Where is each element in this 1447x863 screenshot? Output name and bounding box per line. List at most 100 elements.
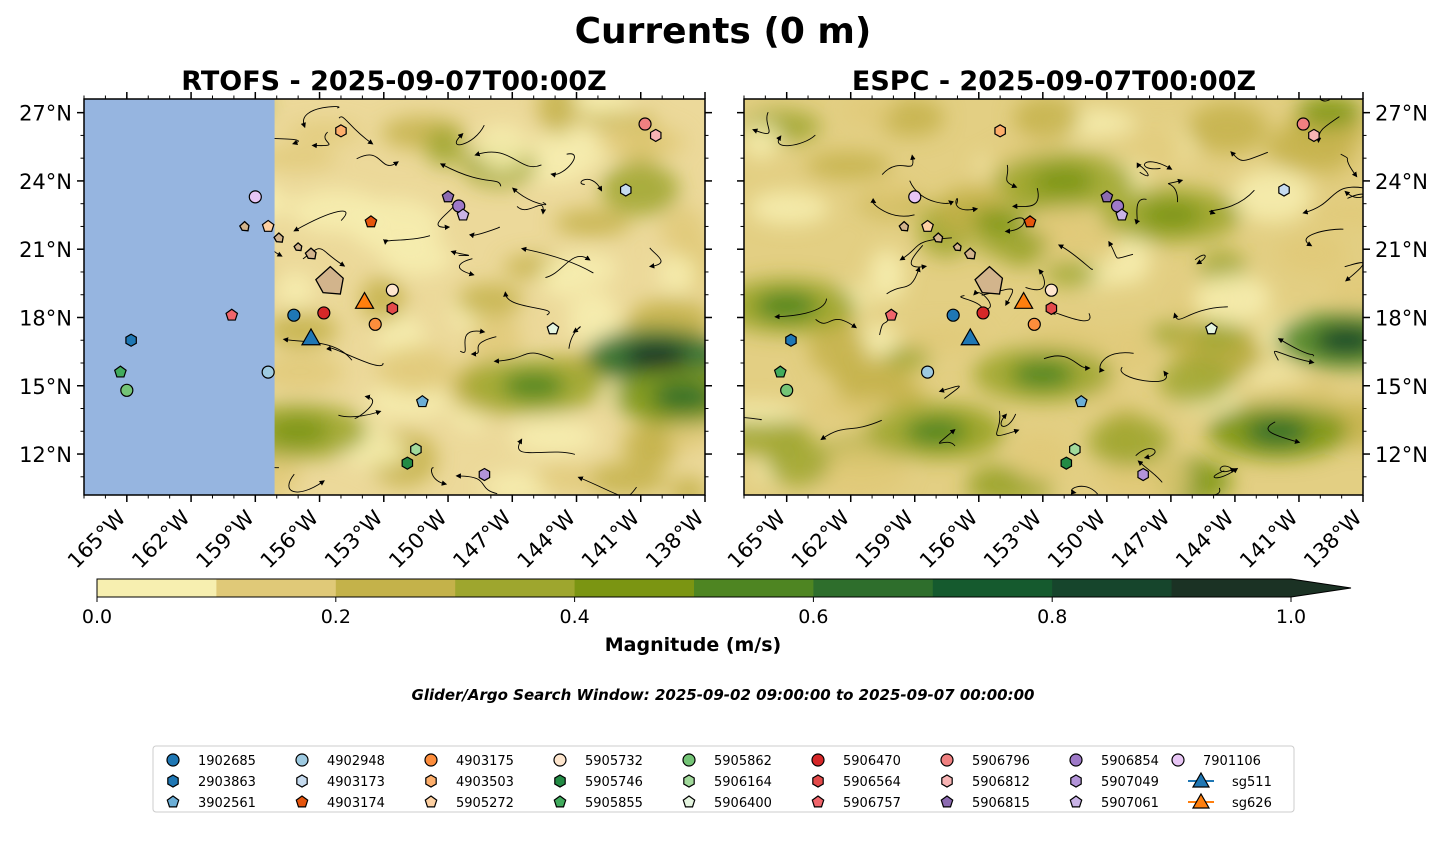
y-tick-label: 15°N	[1375, 375, 1428, 399]
legend-item: 5905732	[553, 753, 643, 769]
legend-item: 1902685	[166, 753, 256, 769]
rtofs-streamline	[470, 336, 497, 357]
marker-5905862	[780, 383, 794, 397]
legend-item: 5906815	[940, 795, 1030, 811]
x-tick-label: 165°W	[723, 505, 791, 573]
espc-field-patch	[1106, 325, 1150, 347]
marker-5905855	[113, 365, 127, 378]
rtofs-streamline	[293, 210, 347, 232]
rtofs-field-patch	[537, 99, 578, 135]
rtofs-streamline	[459, 328, 486, 353]
espc-streamline	[820, 419, 882, 441]
espc-streamline	[909, 180, 955, 206]
espc-field-patch	[744, 402, 800, 423]
x-tick-label: 138°W	[1299, 505, 1367, 573]
marker-sg626	[354, 291, 375, 309]
espc-streamline	[1267, 421, 1301, 444]
island-shape	[932, 232, 944, 243]
colorbar-segment	[574, 579, 695, 597]
rtofs-streamline	[288, 473, 325, 493]
colorbar-segment	[97, 579, 217, 597]
marker-2903863	[785, 333, 797, 347]
legend-marker	[1070, 774, 1082, 788]
marker-5905272	[261, 219, 275, 232]
search-window-caption: Glider/Argo Search Window: 2025-09-02 09…	[412, 686, 1035, 704]
colorbar-segment	[216, 579, 337, 597]
legend-label: 5906564	[843, 775, 901, 790]
rtofs-streamline	[338, 116, 374, 145]
espc-field-patch	[1193, 274, 1272, 325]
espc-current-core	[1245, 417, 1310, 446]
espc-field-patch	[1304, 202, 1363, 225]
legend-label: 7901106	[1203, 754, 1261, 769]
legend-item: 5905272	[424, 795, 514, 811]
espc-streamline	[1025, 268, 1045, 291]
legend-item: 5905746	[554, 774, 643, 790]
island-shape	[293, 242, 303, 252]
rtofs-current-core	[651, 383, 705, 412]
legend-item: 7901106	[1171, 753, 1261, 769]
y-tick-label: 18°N	[19, 306, 72, 330]
marker-4903173	[619, 183, 632, 197]
espc-axes-frame	[743, 98, 1364, 496]
espc-streamline	[938, 428, 956, 447]
legend-label: 5906164	[714, 775, 772, 790]
colorbar-tick-label: 0.0	[82, 606, 112, 628]
legend-marker	[553, 795, 567, 808]
rtofs-streamline	[338, 410, 382, 418]
marker-3902561	[1074, 394, 1088, 408]
rtofs-streamline	[545, 255, 591, 278]
panel-rtofs: RTOFS - 2025-09-07T00:00Z 165°W162°W159°…	[19, 66, 712, 573]
espc-field-patch	[1325, 274, 1363, 303]
rtofs-field-patch	[657, 255, 697, 293]
y-tick-label: 21°N	[1375, 238, 1428, 262]
marker-5906164	[410, 442, 422, 457]
espc-streamline	[744, 417, 762, 421]
legend-item: 5906470	[811, 753, 901, 769]
espc-streamline	[815, 319, 857, 329]
island-shape	[974, 265, 1004, 295]
espc-streamline	[1319, 99, 1330, 102]
colorbar-segment	[335, 579, 456, 597]
x-tick-label: 156°W	[256, 505, 324, 573]
rtofs-field-patch	[276, 272, 315, 309]
espc-field-patch	[1276, 232, 1348, 274]
legend-label: 5906854	[1101, 754, 1159, 769]
espc-field-patch	[1191, 319, 1245, 350]
legend-item: 5907049	[1070, 774, 1159, 790]
colorbar-tick-label: 0.6	[798, 606, 828, 628]
rtofs-field-patch	[554, 209, 631, 237]
rtofs-streamline	[431, 467, 448, 486]
legend-marker	[682, 795, 696, 808]
rtofs-streamline	[354, 394, 374, 419]
legend-label: 5906470	[843, 754, 901, 769]
espc-streamline	[1043, 355, 1091, 371]
espc-streamline	[1194, 254, 1206, 265]
rtofs-field-patch	[568, 290, 619, 347]
espc-field-patch	[884, 346, 932, 369]
espc-streamline	[1108, 240, 1134, 259]
espc-streamline	[1144, 161, 1173, 170]
legend: 1902685 2903863 3902561 4902948 4903173 49031…	[152, 745, 1295, 813]
island-shape	[952, 242, 962, 252]
rtofs-field-patch	[531, 126, 613, 172]
marker-1902685	[287, 308, 301, 322]
espc-streamline	[1219, 465, 1236, 473]
colorbar-tick-label: 0.8	[1037, 606, 1067, 628]
espc-current-core	[1138, 201, 1203, 230]
legend-marker	[1171, 753, 1185, 767]
espc-streamline	[1057, 244, 1093, 270]
panel-espc-title: ESPC - 2025-09-07T00:00Z	[852, 66, 1256, 97]
x-tick-label: 159°W	[851, 505, 919, 573]
rtofs-streamline	[326, 345, 384, 366]
legend-label: 5906796	[972, 754, 1030, 769]
legend-marker	[940, 795, 954, 808]
legend-marker	[295, 753, 309, 767]
espc-current-core	[1010, 360, 1075, 389]
colorbar-outline	[96, 578, 1352, 598]
rtofs-field-patch	[468, 316, 523, 360]
legend-label: 5907061	[1101, 796, 1159, 811]
espc-field-patch	[1001, 237, 1042, 268]
legend-item: 5905855	[553, 795, 643, 811]
espc-field-patch	[867, 248, 907, 302]
